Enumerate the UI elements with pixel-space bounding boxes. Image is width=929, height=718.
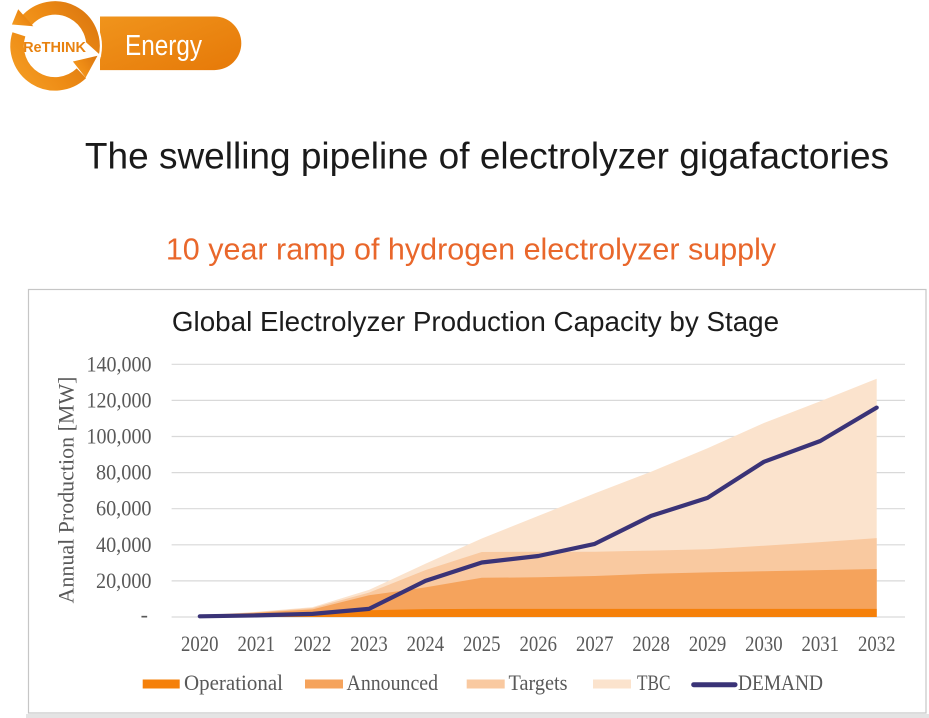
svg-text:60,000: 60,000	[96, 496, 152, 521]
svg-text:The swelling pipeline of elect: The swelling pipeline of electrolyzer gi…	[85, 136, 889, 177]
svg-text:-: -	[141, 602, 148, 627]
svg-text:2025: 2025	[463, 631, 501, 656]
svg-text:120,000: 120,000	[87, 387, 152, 412]
svg-text:140,000: 140,000	[87, 351, 152, 376]
svg-text:2027: 2027	[576, 631, 614, 656]
svg-text:2032: 2032	[858, 631, 896, 656]
svg-text:100,000: 100,000	[87, 424, 152, 449]
svg-text:40,000: 40,000	[96, 532, 152, 557]
svg-text:2026: 2026	[520, 631, 558, 656]
svg-text:Announced: Announced	[347, 670, 439, 695]
svg-text:2023: 2023	[350, 631, 388, 656]
svg-text:2030: 2030	[745, 631, 783, 656]
svg-text:2024: 2024	[407, 631, 445, 656]
svg-text:Annual Production [MW]: Annual Production [MW]	[54, 377, 79, 604]
svg-text:2031: 2031	[802, 631, 840, 656]
svg-text:Global Electrolyzer Production: Global Electrolyzer Production Capacity …	[172, 306, 779, 337]
svg-text:10 year ramp of hydrogen elect: 10 year ramp of hydrogen electrolyzer su…	[166, 233, 777, 267]
svg-text:Operational: Operational	[184, 670, 283, 695]
svg-text:Targets: Targets	[509, 670, 568, 695]
svg-text:2021: 2021	[237, 631, 275, 656]
svg-text:DEMAND: DEMAND	[738, 670, 823, 695]
svg-text:2020: 2020	[181, 631, 219, 656]
svg-text:ReTHINK: ReTHINK	[23, 40, 86, 56]
svg-text:2022: 2022	[294, 631, 332, 656]
svg-text:2028: 2028	[632, 631, 670, 656]
svg-text:2029: 2029	[689, 631, 727, 656]
svg-text:20,000: 20,000	[96, 568, 152, 593]
svg-text:80,000: 80,000	[96, 460, 152, 485]
svg-text:TBC: TBC	[637, 670, 671, 695]
svg-text:Energy: Energy	[125, 30, 202, 62]
